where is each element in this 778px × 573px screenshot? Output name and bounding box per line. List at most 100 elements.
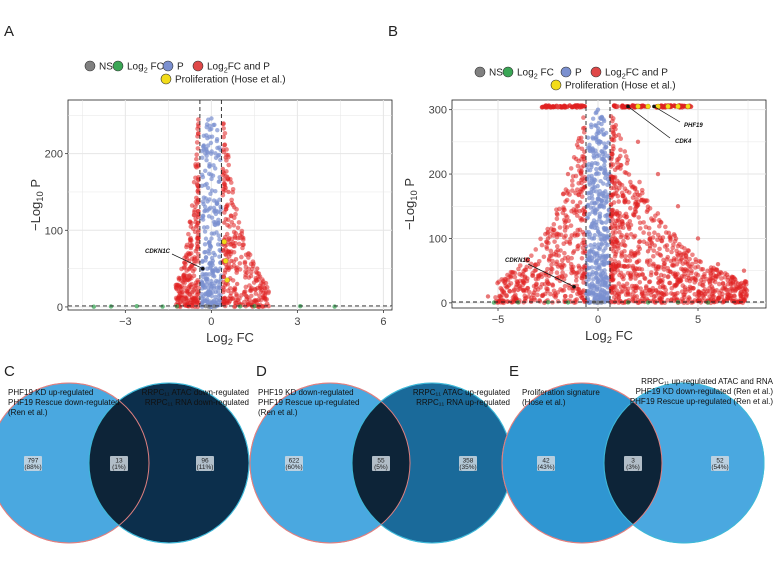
annotation-cdk4: CDK4 [675,139,692,145]
point-fc-and-p [632,251,638,256]
point-log2fc-and-p [266,289,271,294]
point-fc-and-p [622,258,628,263]
point-p [212,122,217,127]
point-log2fc-and-p [645,249,651,254]
legend-swatch-3 [590,66,602,78]
point-fc-and-p [562,250,567,256]
point-fc-and-p [222,130,228,136]
x-tick-label: −5 [492,314,505,326]
point-fc-and-p [619,219,625,225]
point-log2fc-and-p [515,287,521,293]
point-fc-and-p [260,304,266,310]
point-p [590,116,596,121]
point-fc-and-p [663,224,668,230]
point-fc-and-p [693,257,698,262]
point-p [202,242,208,247]
y-tick-label: 200 [45,149,63,161]
point-p [605,228,610,234]
point-fc-and-p [232,243,237,249]
point-fc-and-p [253,291,259,296]
point-p [595,226,600,231]
point-fc-and-p [679,289,685,294]
point-fc-and-p [554,270,560,276]
point-fc-and-p [685,268,691,274]
point-log2fc-and-p [223,155,228,160]
point-p [599,121,604,127]
point-fc-and-p [725,296,730,302]
point-fc-and-p [580,229,586,235]
point-fc-and-p [715,274,720,279]
point-fc-and-p [608,278,614,283]
venn-right-set-label: PHF19 KD down-regulated (Ren et al.) [636,387,774,396]
point-p [206,289,211,294]
point-fc-and-p [649,270,654,275]
point-fc-and-p [194,223,200,228]
point-fc-and-p [666,230,672,236]
point-fc-and-p [712,279,718,285]
point-log2fc-and-p [255,266,260,271]
point-p [589,284,594,290]
point-fc-and-p [622,186,628,191]
venn-right-set-label: RRPC₁₁ up-regulated ATAC and RNA [641,377,773,386]
point-fc-and-p [544,246,550,251]
point-p [204,147,209,152]
point-log2fc-and-p [229,258,234,264]
point-fc-and-p [231,249,237,255]
point-log2fc-and-p [226,189,231,195]
point-fc-and-p [662,264,667,269]
point-p [595,280,601,285]
point-fc-and-p [651,253,656,259]
venn-left-outline [0,382,150,544]
point-fc-and-p [195,134,200,139]
point-fc-and-p [611,124,617,130]
point-fc-and-p [575,227,581,233]
point-fc-and-p [637,220,643,226]
point-fc-and-p [570,268,575,273]
point-log2fc-and-p [545,236,551,241]
point-fc-and-p [656,291,661,296]
point-fc-and-p [554,207,559,212]
point-fc-and-p [621,213,627,219]
point-fc-and-p [247,283,252,288]
point-fc-and-p [546,281,551,286]
point-fc-and-p [582,275,588,280]
point-p [215,221,221,227]
point-log2fc-and-p [695,236,701,241]
point-log2fc-and-p [190,289,195,294]
point-p [214,138,220,144]
point-fc-and-p [675,252,680,257]
venn-diagram-d: 622(60%) 55(5%) 358(35%) PHF19 KD down-regu… [249,382,513,544]
point-fc-and-p [176,275,182,281]
point-fc-and-p [732,277,738,282]
point-p [590,209,595,215]
point-p [605,216,611,222]
point-p [590,148,596,153]
point-fc-and-p [631,234,637,240]
venn-overlap-pct: (5%) [374,464,388,471]
point-fc-and-p [548,270,554,275]
point-fc-and-p [258,289,264,294]
y-axis-title: −Log10 P [402,178,419,230]
point-fc-and-p [222,270,228,276]
point-fc-and-p [705,288,710,294]
point-p [601,132,606,137]
point-fc-and-p [624,281,630,287]
point-p [214,278,219,284]
legend-swatch-3 [192,60,204,72]
legend-label-1: Log2 FC [517,68,554,81]
point-fc-and-p [550,283,556,288]
point-fc-and-p [521,268,526,274]
point-p [199,183,205,189]
point-fc-and-p [576,192,581,198]
point-fc-and-p [611,146,616,152]
x-tick-label: 5 [695,314,701,326]
point-fc-and-p [569,255,574,261]
point-fc-and-p [624,232,630,238]
point-p [209,236,214,241]
point-fc-and-p [575,163,581,169]
point-p [590,181,596,186]
point-fc-and-p [635,300,641,305]
point-fc-and-p [234,267,240,273]
x-tick-label: −3 [119,316,132,328]
venn-right-only-count: 52 [716,458,724,465]
